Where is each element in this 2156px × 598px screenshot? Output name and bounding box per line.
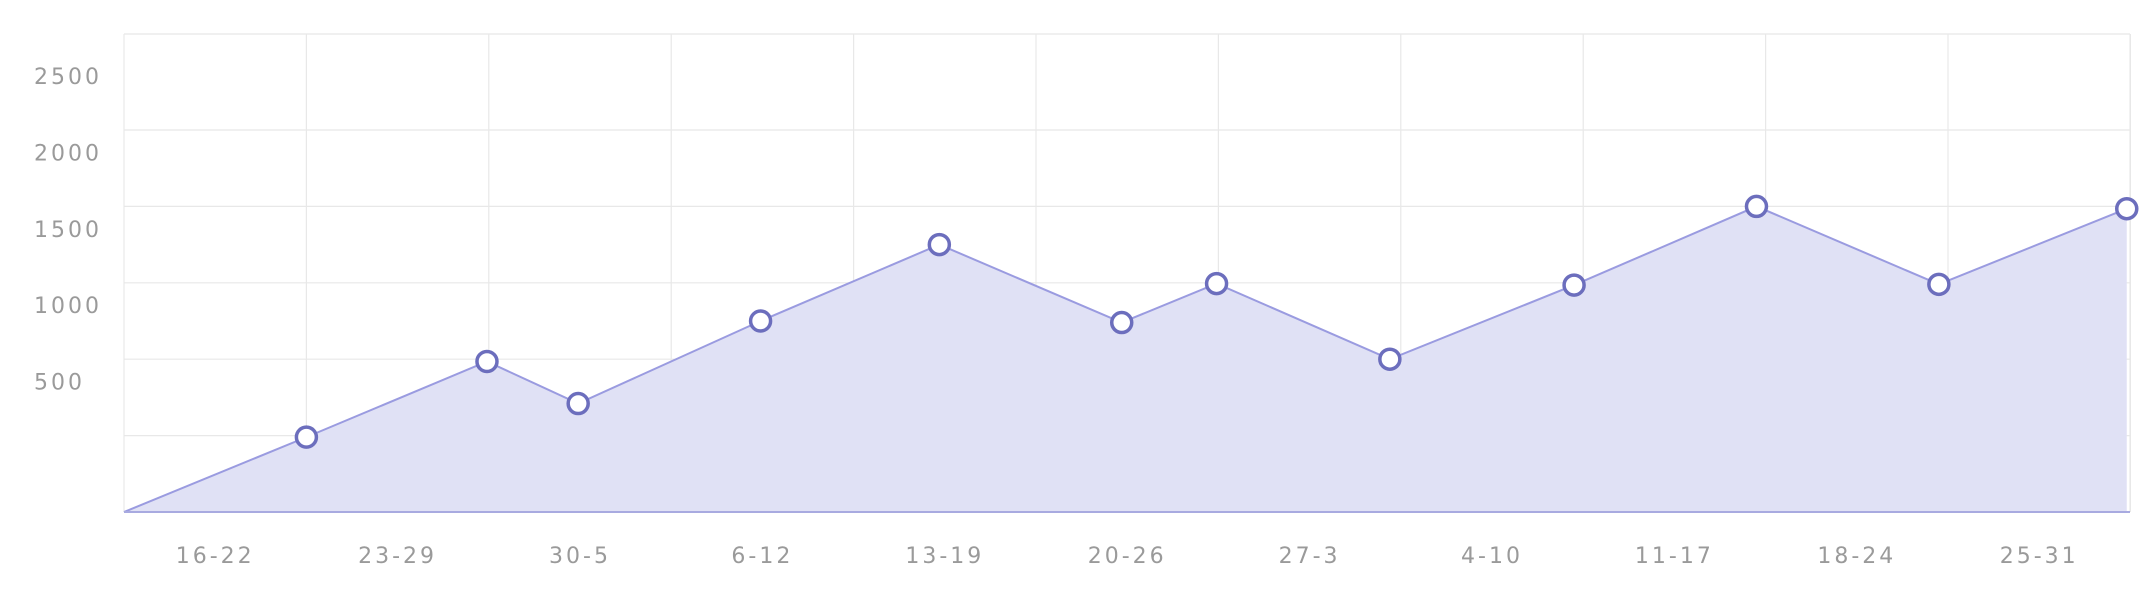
x-tick-label: 16-22: [176, 544, 255, 569]
data-point: [1204, 271, 1229, 296]
data-point: [1109, 310, 1134, 335]
tick-labels: 500 1000 1500 2000 2500 16-22 23-29 30-5 6-12 13-…: [34, 65, 2079, 569]
data-point: [1744, 194, 1769, 219]
y-tick-label: 1000: [34, 294, 102, 319]
data-point: [566, 391, 590, 416]
data-point: [1562, 273, 1586, 297]
data-point: [748, 309, 773, 333]
y-tick-label: 2000: [34, 141, 102, 166]
data-point: [1378, 347, 1402, 371]
x-tick-label: 18-24: [1817, 544, 1896, 569]
x-tick-label: 13-19: [905, 544, 984, 569]
data-point: [294, 425, 319, 449]
x-tick-label: 25-31: [2000, 544, 2079, 569]
data-point: [475, 349, 499, 374]
x-tick-label: 20-26: [1088, 544, 1167, 569]
x-tick-label: 30-5: [549, 544, 611, 569]
y-tick-label: 1500: [34, 218, 102, 243]
y-tick-label: 2500: [34, 65, 102, 90]
x-tick-label: 27-3: [1279, 544, 1341, 569]
x-tick-label: 4-10: [1461, 544, 1523, 569]
data-markers: [294, 194, 2139, 449]
x-tick-label: 11-17: [1635, 544, 1714, 569]
data-point: [927, 232, 952, 257]
data-point: [2115, 196, 2139, 221]
y-tick-label: 500: [34, 371, 85, 396]
area-fill: [124, 206, 2127, 512]
data-point: [1927, 272, 1951, 297]
x-tick-label: 23-29: [358, 544, 437, 569]
x-tick-label: 6-12: [731, 544, 793, 569]
